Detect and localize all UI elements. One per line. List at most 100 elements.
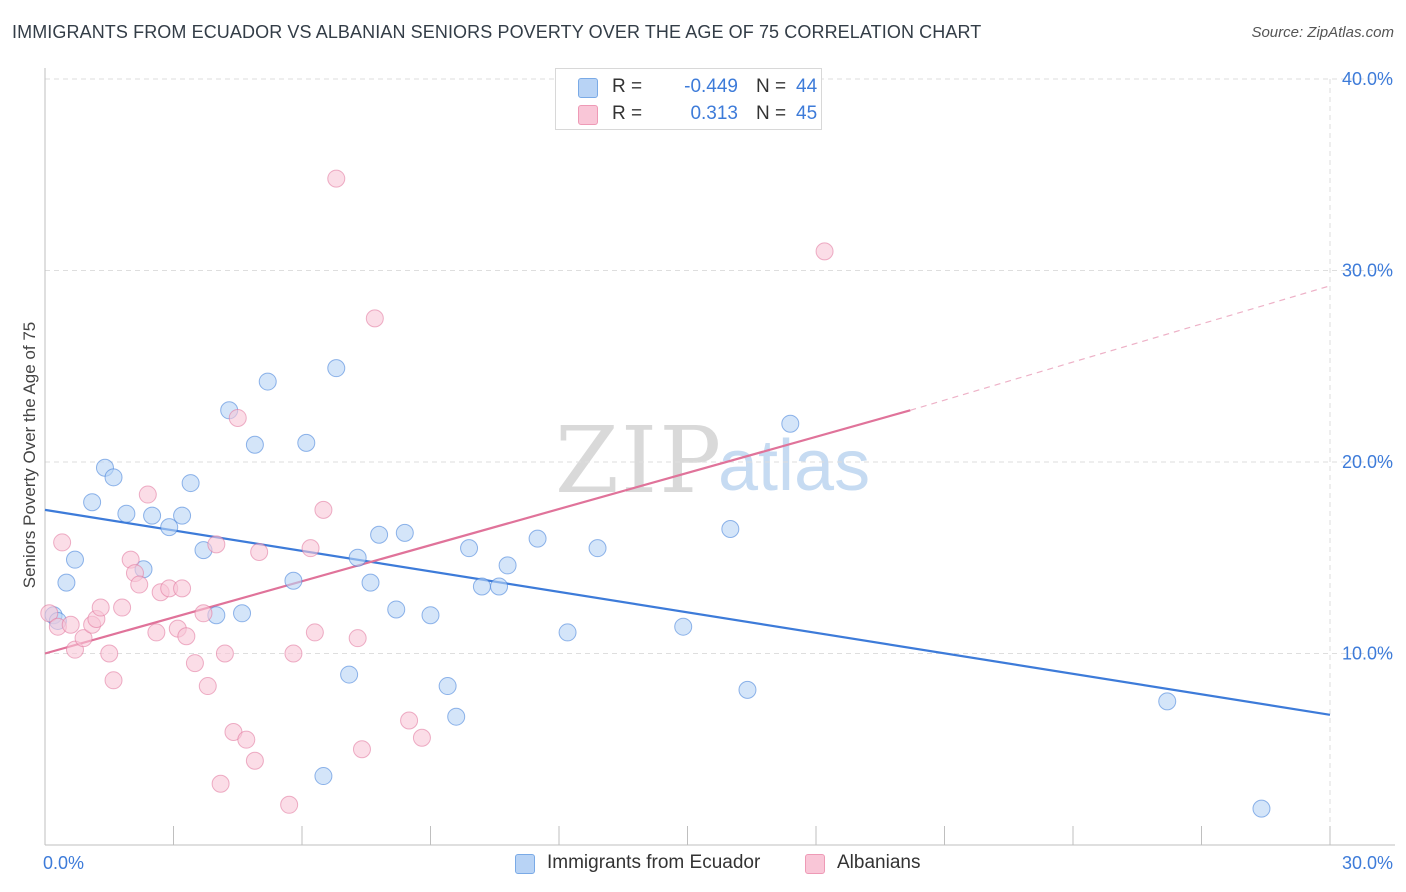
- point-albanians: [91, 598, 110, 617]
- point-ecuador: [370, 525, 389, 544]
- legend-swatch-albanians: [578, 105, 598, 125]
- watermark-zip: ZIP: [555, 407, 723, 514]
- x-tick-label: 0.0%: [43, 853, 84, 873]
- point-ecuador: [57, 573, 76, 592]
- point-albanians: [211, 774, 230, 793]
- point-albanians: [348, 629, 367, 648]
- x-tick-label: 30.0%: [1342, 853, 1393, 873]
- data-points: [40, 169, 1271, 818]
- legend-swatch-albanians: [805, 854, 825, 874]
- point-ecuador: [472, 577, 491, 596]
- legend-n-value: 44: [796, 76, 818, 97]
- point-ecuador: [528, 529, 547, 548]
- point-albanians: [177, 627, 196, 646]
- point-albanians: [53, 533, 72, 552]
- correlation-legend: R = -0.449 N = 44 R = 0.313 N = 45: [555, 68, 822, 130]
- source-label: Source: ZipAtlas.com: [1251, 24, 1394, 41]
- y-tick-label: 30.0%: [1342, 261, 1393, 281]
- legend-swatch-ecuador: [578, 78, 598, 98]
- legend-label-albanians: Albanians: [837, 852, 921, 873]
- watermark-atlas: atlas: [718, 426, 870, 506]
- point-albanians: [412, 728, 431, 747]
- point-albanians: [194, 604, 213, 623]
- point-ecuador: [781, 414, 800, 433]
- point-albanians: [207, 535, 226, 554]
- point-ecuador: [83, 493, 102, 512]
- point-ecuador: [117, 504, 136, 523]
- chart-title: IMMIGRANTS FROM ECUADOR VS ALBANIAN SENI…: [12, 22, 982, 42]
- point-albanians: [365, 309, 384, 328]
- point-albanians: [100, 644, 119, 663]
- point-ecuador: [395, 523, 414, 542]
- point-ecuador: [181, 474, 200, 493]
- point-ecuador: [1252, 799, 1271, 818]
- point-ecuador: [340, 665, 359, 684]
- legend-n-label: N =: [756, 76, 787, 97]
- legend-r-label: R =: [612, 76, 643, 97]
- point-ecuador: [558, 623, 577, 642]
- point-albanians: [61, 615, 80, 634]
- point-ecuador: [233, 604, 252, 623]
- point-albanians: [228, 408, 247, 427]
- point-albanians: [138, 485, 157, 504]
- point-albanians: [130, 575, 149, 594]
- point-ecuador: [143, 506, 162, 525]
- point-albanians: [400, 711, 419, 730]
- point-ecuador: [447, 707, 466, 726]
- point-albanians: [74, 629, 93, 648]
- point-ecuador: [104, 468, 123, 487]
- point-ecuador: [438, 677, 457, 696]
- grid-lines: [45, 78, 1395, 845]
- point-albanians: [113, 598, 132, 617]
- point-ecuador: [490, 577, 509, 596]
- trend-line-extension: [910, 285, 1331, 411]
- legend-r-label: R =: [612, 103, 643, 124]
- point-ecuador: [348, 548, 367, 567]
- legend-label-ecuador: Immigrants from Ecuador: [547, 852, 761, 873]
- point-ecuador: [173, 506, 192, 525]
- point-ecuador: [327, 359, 346, 378]
- point-ecuador: [387, 600, 406, 619]
- point-albanians: [104, 671, 123, 690]
- point-ecuador: [65, 550, 84, 569]
- y-tick-label: 10.0%: [1342, 644, 1393, 664]
- point-albanians: [40, 604, 59, 623]
- point-ecuador: [460, 539, 479, 558]
- point-ecuador: [721, 520, 740, 539]
- point-ecuador: [314, 767, 333, 786]
- trend-line-albanians: [44, 409, 911, 655]
- point-albanians: [327, 169, 346, 188]
- point-albanians: [173, 579, 192, 598]
- point-ecuador: [160, 518, 179, 537]
- point-ecuador: [498, 556, 517, 575]
- y-tick-label: 20.0%: [1342, 452, 1393, 472]
- point-ecuador: [588, 539, 607, 558]
- watermark: ZIP atlas: [555, 407, 870, 514]
- point-ecuador: [361, 573, 380, 592]
- axes: [44, 68, 1395, 846]
- point-albanians: [185, 654, 204, 673]
- tick-labels: 10.0% 20.0% 30.0% 40.0% 0.0% 30.0%: [43, 69, 1393, 873]
- legend-n-value: 45: [796, 103, 818, 124]
- point-albanians: [215, 644, 234, 663]
- point-albanians: [815, 242, 834, 261]
- point-albanians: [237, 730, 256, 749]
- point-albanians: [245, 751, 264, 770]
- y-tick-label: 40.0%: [1342, 69, 1393, 89]
- legend-r-value: 0.313: [690, 103, 738, 124]
- point-albanians: [352, 740, 371, 759]
- point-ecuador: [245, 435, 264, 454]
- point-albanians: [314, 500, 333, 519]
- point-ecuador: [674, 617, 693, 636]
- point-ecuador: [1158, 692, 1177, 711]
- point-albanians: [147, 623, 166, 642]
- legend-n-label: N =: [756, 103, 787, 124]
- point-albanians: [250, 543, 269, 562]
- legend-swatch-ecuador: [515, 854, 535, 874]
- point-ecuador: [284, 571, 303, 590]
- point-albanians: [305, 623, 324, 642]
- point-albanians: [301, 539, 320, 558]
- point-albanians: [198, 677, 217, 696]
- point-albanians: [280, 795, 299, 814]
